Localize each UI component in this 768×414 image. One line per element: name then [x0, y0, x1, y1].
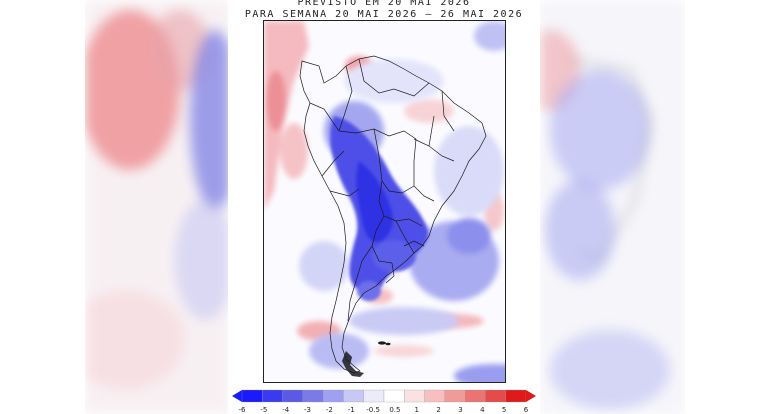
southern-islands: [342, 341, 391, 377]
forecast-period-line: PARA SEMANA 20 MAI 2026 — 26 MAI 2026: [244, 9, 524, 20]
colorbar-cells: [241, 389, 527, 403]
colorbar-cell: [444, 389, 466, 403]
background-blur-left: [85, 0, 230, 414]
colorbar-tick-label: 0.5: [389, 406, 400, 414]
colorbar-cell: [424, 389, 446, 403]
colorbar-tick-label: -2: [326, 406, 333, 414]
anomaly-map: [263, 20, 506, 383]
colorbar-tick-label: 5: [502, 406, 506, 414]
colorbar-cell: [282, 389, 304, 403]
colorbar-cell: [343, 389, 364, 403]
colorbar-cell: [464, 389, 486, 403]
strong-negative-core: [330, 116, 429, 301]
colorbar-legend: -6 -5 -4 -3 -2 -1 -0.5 0.5 1 2 3 4 5 6: [232, 389, 536, 414]
colorbar-cell: [363, 389, 385, 403]
colorbar-max-arrow: [526, 390, 536, 402]
colorbar-tick-label: -4: [282, 406, 290, 414]
continent-outline: [299, 55, 487, 374]
colorbar-cell: [262, 389, 283, 403]
colorbar-tick-label: -3: [304, 406, 311, 414]
anomaly-map-svg: [264, 21, 505, 382]
colorbar-cell: [485, 389, 506, 403]
colorbar-tick-label: -6: [239, 406, 247, 414]
colorbar-cell: [505, 389, 527, 403]
colorbar-cell: [241, 389, 263, 403]
colorbar-cell: [302, 389, 324, 403]
background-blur-right: [540, 0, 685, 414]
colorbar-labels: -6 -5 -4 -3 -2 -1 -0.5 0.5 1 2 3 4 5 6: [239, 406, 529, 414]
colorbar-cell: [322, 389, 344, 403]
colorbar-tick-label: 3: [458, 406, 462, 414]
colorbar-tick-label: 1: [415, 406, 419, 414]
colorbar-tick-label: 2: [436, 406, 440, 414]
colorbar-min-arrow: [232, 390, 242, 402]
colorbar-tick-label: 6: [524, 406, 529, 414]
colorbar-tick-label: -0.5: [366, 406, 380, 414]
colorbar-tick-label: -5: [260, 406, 267, 414]
colorbar-cell: [404, 389, 425, 403]
colorbar-tick-label: 4: [480, 406, 485, 414]
colorbar-tick-label: -1: [348, 406, 355, 414]
colorbar-cell: [383, 389, 405, 403]
forecast-figure: PREVISTO EM 20 MAI 2026 PARA SEMANA 20 M…: [228, 0, 540, 414]
forecast-date-line: PREVISTO EM 20 MAI 2026: [297, 0, 471, 8]
